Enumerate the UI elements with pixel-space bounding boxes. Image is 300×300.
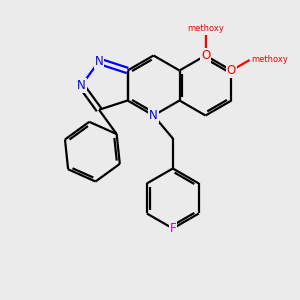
Text: O: O xyxy=(201,49,210,62)
Text: methoxy: methoxy xyxy=(251,56,288,64)
Text: methoxy: methoxy xyxy=(187,24,224,33)
Text: O: O xyxy=(227,64,236,77)
Text: F: F xyxy=(169,222,176,235)
Text: N: N xyxy=(95,55,103,68)
Text: N: N xyxy=(77,79,86,92)
Text: N: N xyxy=(149,109,158,122)
